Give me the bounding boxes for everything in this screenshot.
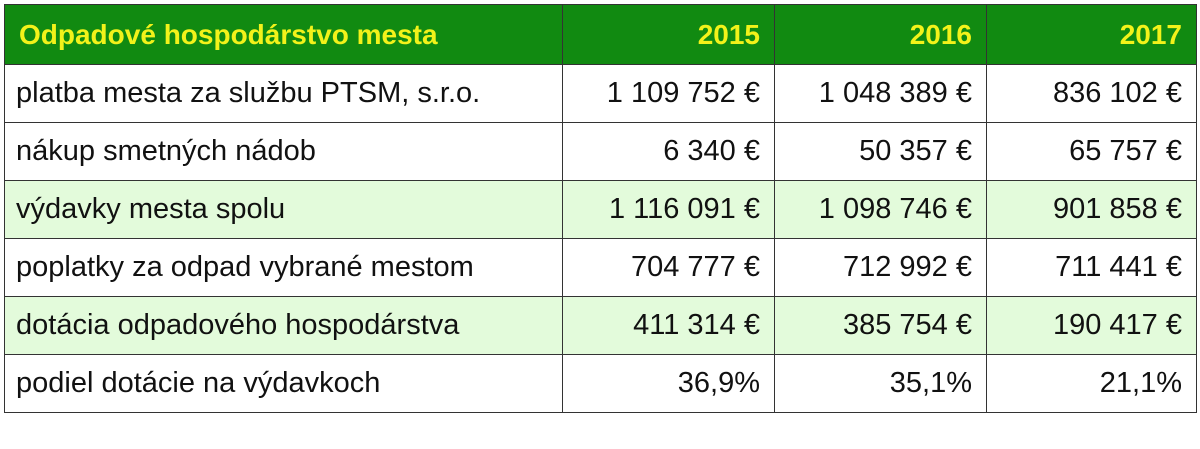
cell-2016: 1 048 389 € <box>774 64 987 123</box>
table-row: nákup smetných nádob 6 340 € 50 357 € 65… <box>4 122 1197 181</box>
cell-2015: 1 116 091 € <box>562 180 775 239</box>
cell-2017: 711 441 € <box>986 238 1197 297</box>
table-row: poplatky za odpad vybrané mestom 704 777… <box>4 238 1197 297</box>
cell-2016: 385 754 € <box>774 296 987 355</box>
cell-2015: 36,9% <box>562 354 775 413</box>
table-row: podiel dotácie na výdavkoch 36,9% 35,1% … <box>4 354 1197 413</box>
cell-2017: 190 417 € <box>986 296 1197 355</box>
row-label: nákup smetných nádob <box>4 122 563 181</box>
row-label: dotácia odpadového hospodárstva <box>4 296 563 355</box>
cell-2016: 1 098 746 € <box>774 180 987 239</box>
cell-2016: 712 992 € <box>774 238 987 297</box>
table-title: Odpadové hospodárstvo mesta <box>4 4 563 65</box>
cell-2015: 704 777 € <box>562 238 775 297</box>
cell-2016: 50 357 € <box>774 122 987 181</box>
cell-2017: 21,1% <box>986 354 1197 413</box>
year-2016-header: 2016 <box>774 4 987 65</box>
row-label: podiel dotácie na výdavkoch <box>4 354 563 413</box>
row-label: výdavky mesta spolu <box>4 180 563 239</box>
table-row-highlighted: výdavky mesta spolu 1 116 091 € 1 098 74… <box>4 180 1197 239</box>
table-header-row: Odpadové hospodárstvo mesta 2015 2016 20… <box>4 4 1197 65</box>
table-row-highlighted: dotácia odpadového hospodárstva 411 314 … <box>4 296 1197 355</box>
cell-2015: 411 314 € <box>562 296 775 355</box>
row-label: platba mesta za službu PTSM, s.r.o. <box>4 64 563 123</box>
cell-2017: 836 102 € <box>986 64 1197 123</box>
year-2017-header: 2017 <box>986 4 1197 65</box>
cell-2015: 6 340 € <box>562 122 775 181</box>
table-row: platba mesta za službu PTSM, s.r.o. 1 10… <box>4 64 1197 123</box>
waste-management-table: Odpadové hospodárstvo mesta 2015 2016 20… <box>4 4 1197 413</box>
cell-2016: 35,1% <box>774 354 987 413</box>
year-2015-header: 2015 <box>562 4 775 65</box>
cell-2017: 901 858 € <box>986 180 1197 239</box>
cell-2017: 65 757 € <box>986 122 1197 181</box>
cell-2015: 1 109 752 € <box>562 64 775 123</box>
row-label: poplatky za odpad vybrané mestom <box>4 238 563 297</box>
